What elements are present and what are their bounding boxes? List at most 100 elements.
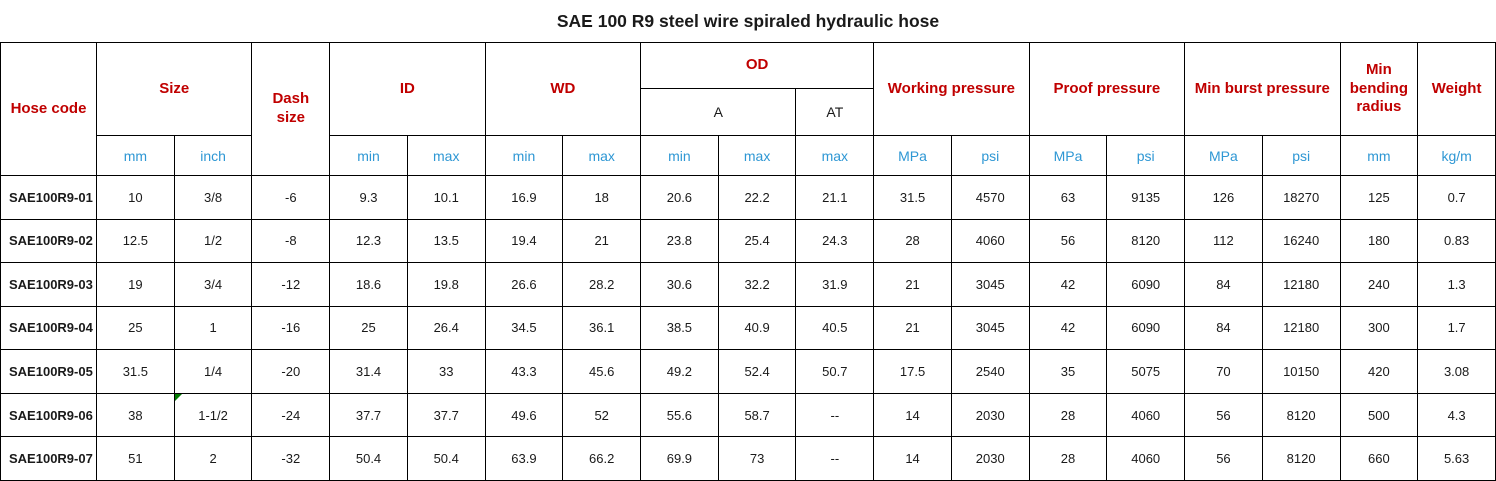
unit-od-a-max: max (717, 135, 797, 176)
header-size: Size (95, 42, 253, 136)
header-id: ID (329, 42, 486, 136)
header-row-od-subgroups: A AT (1, 88, 1496, 136)
data-cell: -24 (251, 392, 331, 438)
table-row: SAE100R9-03 19 3/4 -12 18.6 19.8 26.6 28.2 30.6 3… (0, 262, 1496, 307)
hose-code-cell: SAE100R9-07 (0, 436, 97, 481)
data-cell: -- (795, 392, 875, 438)
data-cell: 43.3 (484, 349, 564, 394)
data-cell: 0.7 (1417, 175, 1496, 220)
data-cell: 14 (873, 392, 952, 438)
data-cell: 12180 (1261, 262, 1341, 307)
data-cell: 1 (173, 305, 253, 351)
data-cell: 18 (562, 175, 642, 220)
header-row-units: mm inch min max min max min max max MPa … (1, 135, 1496, 176)
data-cell: 420 (1339, 349, 1419, 394)
header-row-groups: Hose code Size Dash size ID WD OD Workin… (0, 42, 1496, 176)
unit-wd-max: max (562, 135, 642, 176)
data-cell: 23.8 (640, 218, 719, 264)
header-min-burst-pressure: Min burst pressure (1184, 42, 1341, 136)
header-weight: Weight (1417, 42, 1496, 136)
data-cell: 180 (1339, 218, 1419, 264)
hose-code-cell: SAE100R9-02 (0, 218, 97, 264)
data-cell: -16 (251, 305, 331, 351)
data-cell: 36.1 (562, 305, 642, 351)
unit-wp-psi: psi (950, 135, 1030, 176)
data-cell: 3/8 (173, 175, 253, 220)
data-cell: 25.4 (717, 218, 797, 264)
data-cell: 1/4 (173, 349, 253, 394)
data-cell: 3/4 (173, 262, 253, 307)
page-title: SAE 100 R9 steel wire spiraled hydraulic… (556, 10, 940, 31)
data-cell: 17.5 (873, 349, 952, 394)
data-cell: 66.2 (562, 436, 642, 481)
data-cell: 56 (1184, 436, 1263, 481)
data-cell: 3.08 (1417, 349, 1496, 394)
hose-code-cell: SAE100R9-01 (0, 175, 97, 220)
data-cell: 33 (406, 349, 486, 394)
unit-weight-kgm: kg/m (1417, 135, 1496, 176)
data-cell: 25 (329, 305, 408, 351)
data-cell: 13.5 (406, 218, 486, 264)
data-cell: 38.5 (640, 305, 719, 351)
unit-mbp-psi: psi (1261, 135, 1341, 176)
data-cell: 18.6 (329, 262, 408, 307)
data-cell: -32 (251, 436, 331, 481)
data-cell: 31.4 (329, 349, 408, 394)
data-cell: 69.9 (640, 436, 719, 481)
table-row: SAE100R9-02 12.5 1/2 -8 12.3 13.5 19.4 21 23.8 25… (0, 218, 1496, 264)
data-cell: 42 (1028, 305, 1108, 351)
data-cell: 2540 (950, 349, 1030, 394)
data-cell: 45.6 (562, 349, 642, 394)
data-cell: 4570 (950, 175, 1030, 220)
data-cell: 49.2 (640, 349, 719, 394)
data-cell: 28.2 (562, 262, 642, 307)
data-cell: -- (795, 436, 875, 481)
data-cell: 31.5 (873, 175, 952, 220)
data-cell: 1.3 (1417, 262, 1496, 307)
data-cell: 19.4 (484, 218, 564, 264)
data-cell: 5.63 (1417, 436, 1496, 481)
data-cell: 500 (1339, 392, 1419, 438)
header-od-a: A (640, 88, 797, 136)
data-cell: 3045 (950, 262, 1030, 307)
unit-od-at-max: max (795, 135, 875, 176)
data-cell: 19 (96, 262, 175, 307)
data-cell: 9.3 (329, 175, 408, 220)
unit-wd-min: min (484, 135, 564, 176)
data-cell: 52 (562, 392, 642, 438)
data-cell: 84 (1184, 305, 1263, 351)
data-cell: 5075 (1106, 349, 1186, 394)
data-cell: 125 (1339, 175, 1419, 220)
unit-mbp-mpa: MPa (1184, 135, 1263, 176)
data-cell: 2030 (950, 392, 1030, 438)
data-cell: 10150 (1261, 349, 1341, 394)
data-cell: 4060 (950, 218, 1030, 264)
data-cell: 19.8 (406, 262, 486, 307)
data-cell: 40.5 (795, 305, 875, 351)
header-od: OD (640, 42, 875, 89)
data-cell: 37.7 (329, 392, 408, 438)
data-cell: 6090 (1106, 262, 1186, 307)
table-row: SAE100R9-07 51 2 -32 50.4 50.4 63.9 66.2 69.9 73-… (0, 436, 1496, 481)
data-cell: 16240 (1261, 218, 1341, 264)
data-cell: 52.4 (717, 349, 797, 394)
data-cell: 42 (1028, 262, 1108, 307)
header-proof-pressure: Proof pressure (1028, 42, 1186, 136)
data-cell: 56 (1028, 218, 1108, 264)
unit-id-min: min (329, 135, 408, 176)
data-cell: 25 (96, 305, 175, 351)
data-cell: 50.4 (406, 436, 486, 481)
unit-size-mm: mm (96, 135, 175, 176)
data-cell: 20.6 (640, 175, 719, 220)
table-row: SAE100R9-04 25 1 -16 25 26.4 34.5 36.1 38.5 40.9 4… (0, 305, 1496, 351)
data-cell: -20 (251, 349, 331, 394)
data-cell: 18270 (1261, 175, 1341, 220)
data-cell: 28 (1028, 436, 1108, 481)
data-cell: 26.4 (406, 305, 486, 351)
header-hose-code: Hose code (0, 42, 97, 176)
data-cell: 660 (1339, 436, 1419, 481)
unit-od-a-min: min (640, 135, 719, 176)
data-cell: 10 (96, 175, 175, 220)
table-row: SAE100R9-06 38 1-1/2 -24 37.7 37.7 49.6 52 55.6 5… (0, 392, 1496, 438)
data-cell: 10.1 (406, 175, 486, 220)
